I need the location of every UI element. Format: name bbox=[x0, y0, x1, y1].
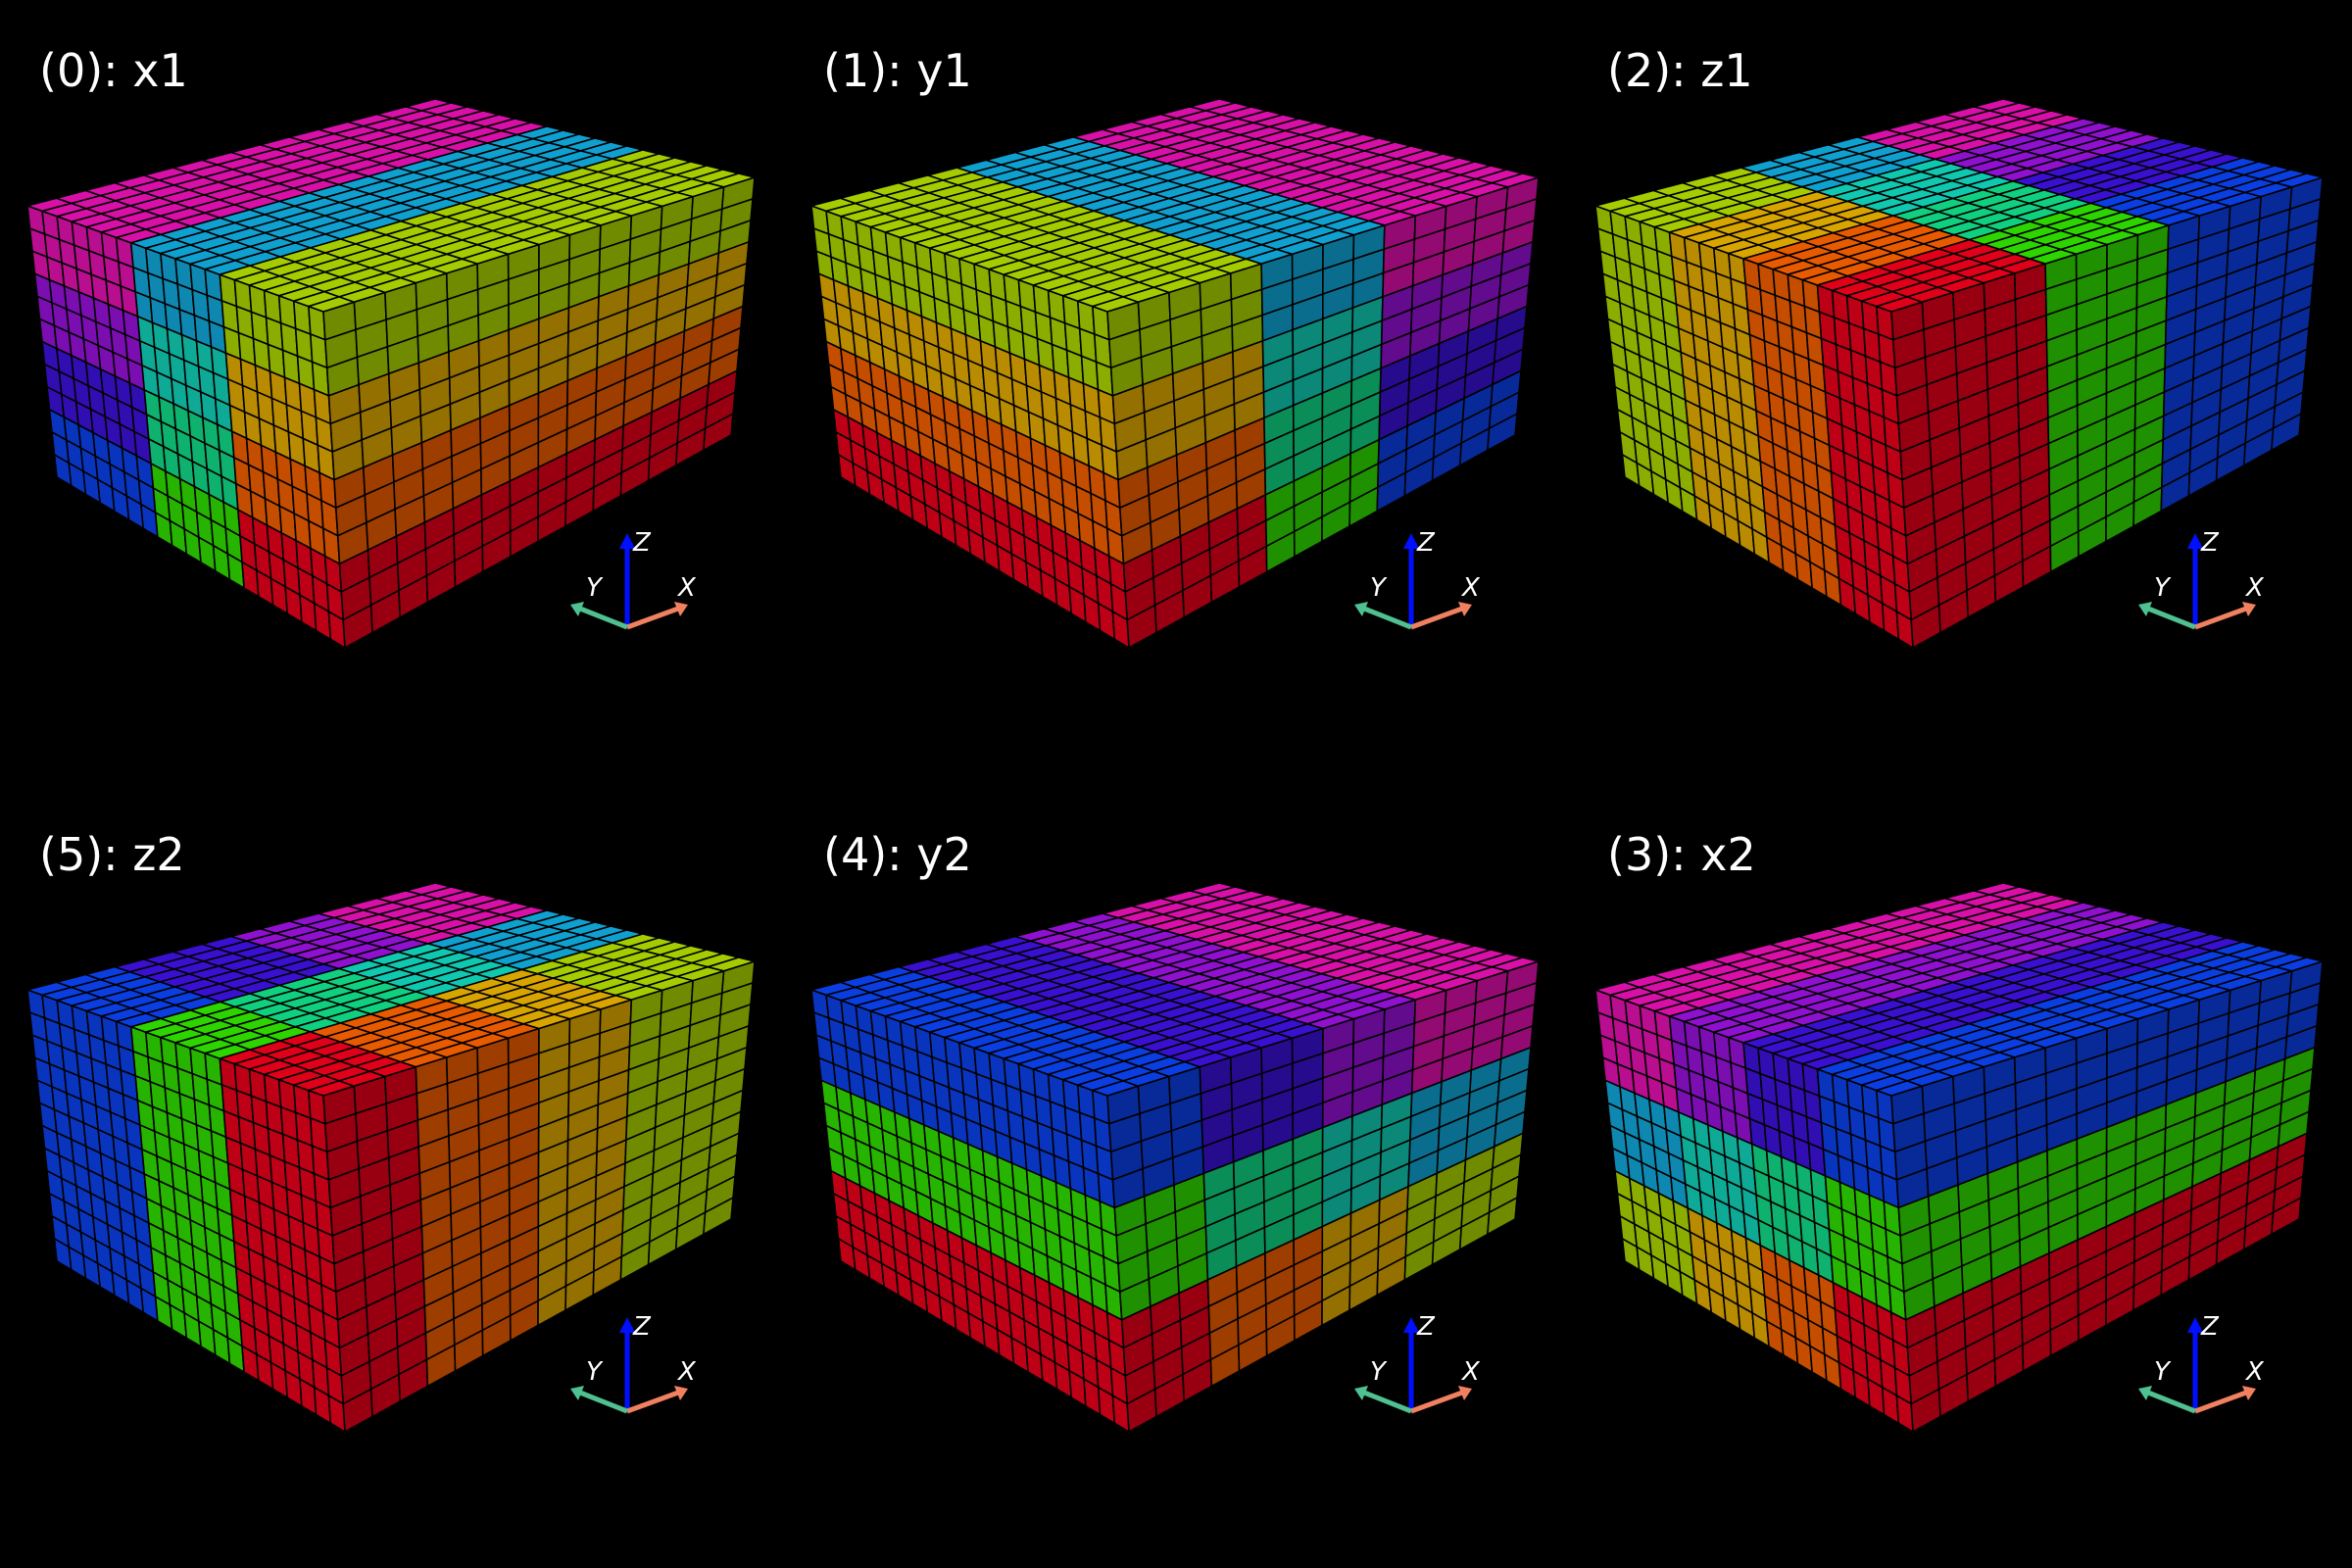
axis-y-head bbox=[570, 602, 584, 616]
axis-x-label: X bbox=[2244, 573, 2265, 603]
axis-y-label: Y bbox=[586, 1357, 604, 1387]
axis-y bbox=[579, 606, 628, 630]
axis-z-label: Z bbox=[632, 1312, 652, 1342]
axis-y-label: Y bbox=[2154, 1357, 2172, 1387]
axis-z-label: Z bbox=[2200, 1312, 2220, 1342]
axis-z-label: Z bbox=[1416, 528, 1436, 558]
axis-y-label: Y bbox=[586, 573, 604, 603]
voxel-top-face bbox=[705, 172, 758, 188]
axis-y-label: Y bbox=[2154, 573, 2172, 603]
axis-y-label: Y bbox=[1370, 573, 1388, 603]
axis-y-label: Y bbox=[1370, 1357, 1388, 1387]
panel: (0): x1 ZX Y bbox=[24, 44, 758, 650]
panel-title: (5): z2 bbox=[39, 828, 185, 881]
panel: (1): y1 ZX Y bbox=[808, 44, 1542, 650]
axis-x-label: X bbox=[2244, 1357, 2265, 1387]
axis-z-label: Z bbox=[632, 528, 652, 558]
axis-x-head bbox=[674, 602, 688, 616]
axis-x-label: X bbox=[676, 1357, 697, 1387]
axis-z-label: Z bbox=[2200, 528, 2220, 558]
panel-title: (1): y1 bbox=[823, 44, 972, 97]
panel-title: (3): x2 bbox=[1607, 828, 1756, 881]
panel-title: (2): z1 bbox=[1607, 44, 1753, 97]
axis-x-label: X bbox=[676, 573, 697, 603]
axis-z-label: Z bbox=[1416, 1312, 1436, 1342]
axis-z-head bbox=[619, 533, 635, 549]
axis-x bbox=[626, 606, 679, 630]
panel-title: (0): x1 bbox=[39, 44, 188, 97]
axis-x-label: X bbox=[1460, 573, 1481, 603]
axis-x-label: X bbox=[1460, 1357, 1481, 1387]
panel-title: (4): y2 bbox=[823, 828, 972, 881]
